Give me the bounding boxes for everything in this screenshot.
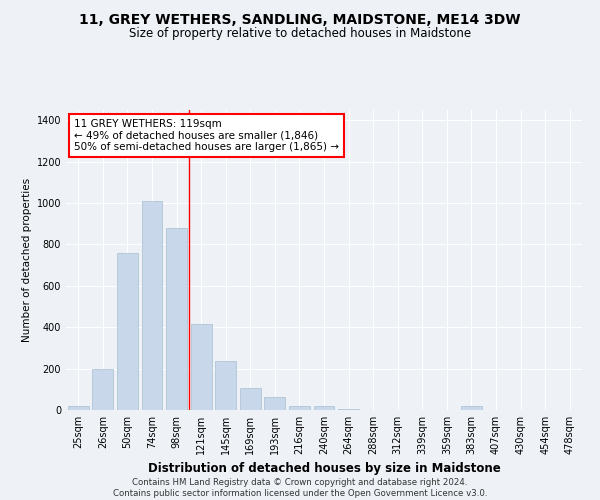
Bar xyxy=(461,406,482,410)
X-axis label: Distribution of detached houses by size in Maidstone: Distribution of detached houses by size … xyxy=(148,462,500,475)
Bar xyxy=(166,228,187,410)
Bar xyxy=(314,406,334,410)
Bar xyxy=(68,406,89,410)
Bar xyxy=(240,388,261,410)
Text: Size of property relative to detached houses in Maidstone: Size of property relative to detached ho… xyxy=(129,28,471,40)
Bar xyxy=(92,368,113,410)
Bar xyxy=(265,396,286,410)
Text: Contains HM Land Registry data © Crown copyright and database right 2024.
Contai: Contains HM Land Registry data © Crown c… xyxy=(113,478,487,498)
Bar xyxy=(191,324,212,410)
Y-axis label: Number of detached properties: Number of detached properties xyxy=(22,178,32,342)
Bar xyxy=(117,253,138,410)
Text: 11, GREY WETHERS, SANDLING, MAIDSTONE, ME14 3DW: 11, GREY WETHERS, SANDLING, MAIDSTONE, M… xyxy=(79,12,521,26)
Bar xyxy=(215,362,236,410)
Text: 11 GREY WETHERS: 119sqm
← 49% of detached houses are smaller (1,846)
50% of semi: 11 GREY WETHERS: 119sqm ← 49% of detache… xyxy=(74,119,339,152)
Bar xyxy=(289,406,310,410)
Bar xyxy=(142,201,163,410)
Bar xyxy=(338,409,359,410)
